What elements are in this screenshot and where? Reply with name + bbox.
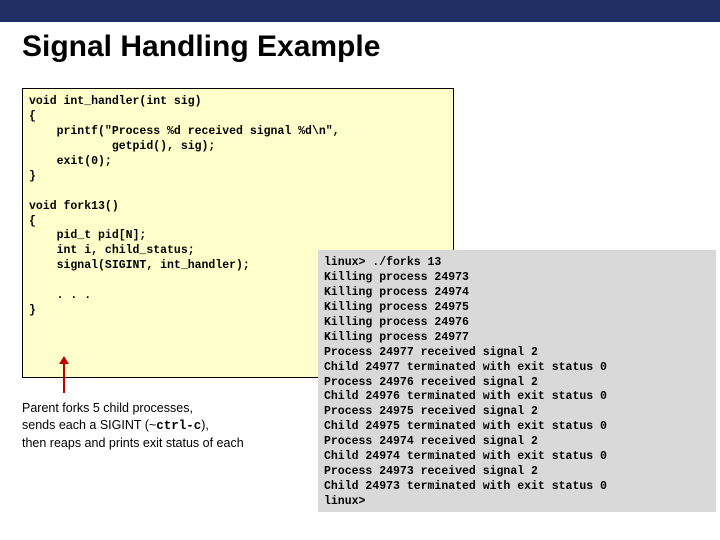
caption-text: Parent forks 5 child processes, sends ea…: [22, 400, 312, 452]
top-bar: [0, 0, 720, 22]
caption-line2b: ),: [201, 418, 209, 432]
slide-title: Signal Handling Example: [0, 22, 720, 74]
caption-mono: ctrl-c: [156, 419, 201, 433]
arrow-annotation: [63, 363, 65, 393]
caption-line2a: sends each a SIGINT (~: [22, 418, 156, 432]
caption-line1: Parent forks 5 child processes,: [22, 401, 193, 415]
terminal-output: linux> ./forks 13 Killing process 24973 …: [318, 250, 716, 512]
caption-line3: then reaps and prints exit status of eac…: [22, 436, 244, 450]
